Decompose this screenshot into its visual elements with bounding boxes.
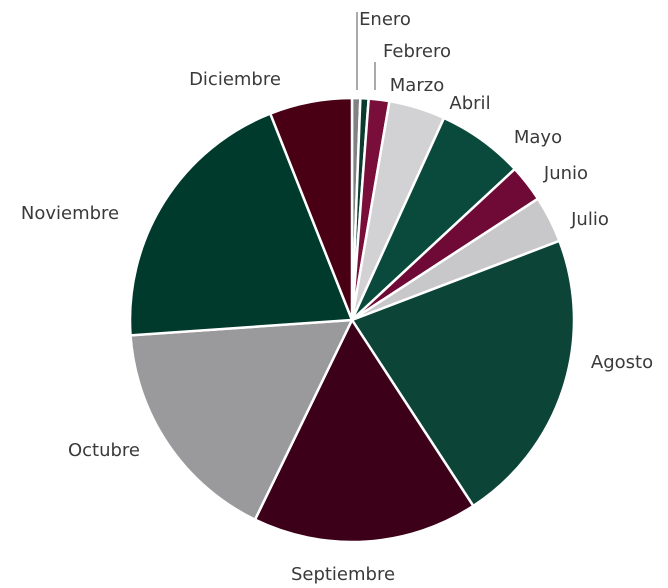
- slice-label: Enero: [359, 9, 411, 30]
- slice-label: Septiembre: [291, 564, 395, 585]
- slice-label: Febrero: [383, 41, 451, 62]
- slice-label: Mayo: [514, 127, 562, 148]
- pie-slice: [128, 111, 354, 337]
- slice-label: Marzo: [390, 75, 444, 96]
- slice-label: Abril: [449, 93, 490, 114]
- pie-slice: [350, 239, 576, 508]
- pie-slice: [253, 317, 476, 544]
- slice-label: Junio: [543, 163, 588, 184]
- pie-slice: [129, 318, 355, 522]
- slice-label: Agosto: [591, 352, 653, 373]
- slice-label: Julio: [570, 209, 609, 230]
- slice-label: Octubre: [68, 440, 140, 461]
- slice-label: Noviembre: [21, 203, 119, 224]
- slice-label: Diciembre: [189, 69, 281, 90]
- pie-slice: [268, 96, 354, 321]
